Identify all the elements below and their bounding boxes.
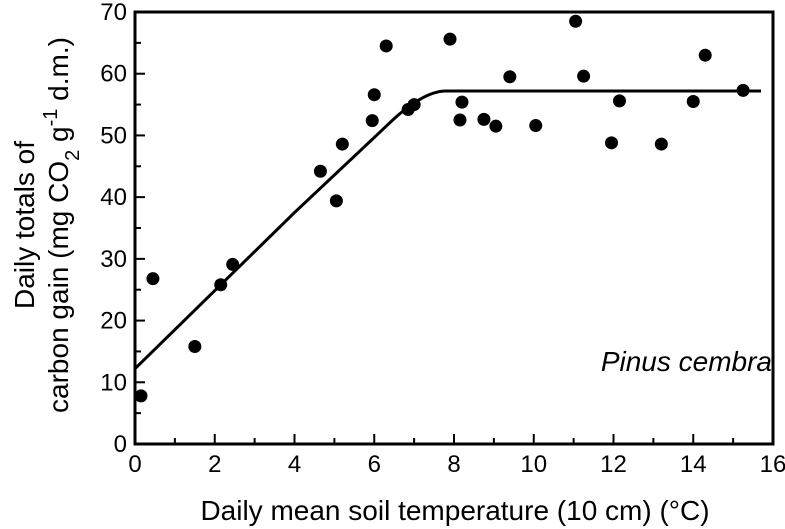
data-point (453, 113, 467, 127)
y-axis-title-part2: g (43, 126, 74, 149)
x-axis-title: Daily mean soil temperature (10 cm) (°C) (200, 495, 709, 526)
data-point (736, 83, 750, 97)
data-point (455, 95, 469, 109)
data-point (569, 14, 583, 28)
data-point (686, 94, 700, 108)
y-tick-label: 30 (100, 246, 127, 273)
data-point (134, 389, 148, 403)
x-tick-label: 10 (520, 451, 547, 478)
data-point (313, 164, 327, 178)
x-tick-label: 8 (447, 451, 460, 478)
data-point (654, 137, 668, 151)
y-axis-title-sup: -1 (40, 109, 62, 127)
x-axis-ticks: 0 2 4 6 8 10 12 14 16 (128, 434, 785, 478)
data-point (214, 278, 228, 292)
fit-curve (133, 89, 762, 370)
plot-border (133, 10, 775, 446)
y-axis-title-line2: carbon gain (mg CO2 g-1 d.m.) (40, 37, 84, 413)
data-point (329, 194, 343, 208)
data-point (612, 94, 626, 108)
data-point (477, 112, 491, 126)
data-point (443, 32, 457, 46)
y-axis-title: Daily totals of carbon gain (mg CO2 g-1 … (9, 37, 84, 413)
x-tick-label: 6 (368, 451, 381, 478)
x-tick-label: 16 (760, 451, 785, 478)
data-point (503, 70, 517, 84)
y-tick-label: 70 (100, 0, 127, 26)
data-point (335, 137, 349, 151)
y-tick-label: 0 (114, 431, 127, 458)
x-tick-label: 2 (208, 451, 221, 478)
x-tick-label: 12 (600, 451, 627, 478)
y-tick-label: 60 (100, 61, 127, 88)
species-annotation: Pinus cembra (601, 346, 772, 377)
y-axis-title-sub: 2 (62, 150, 84, 161)
y-tick-label: 10 (100, 369, 127, 396)
y-tick-label: 50 (100, 122, 127, 149)
plot-frame (133, 10, 775, 446)
data-point (365, 114, 379, 128)
y-axis-ticks: 0 10 20 30 40 50 60 70 (100, 0, 145, 458)
data-point (367, 88, 381, 102)
data-point (146, 272, 160, 286)
data-point (407, 98, 421, 112)
y-tick-label: 40 (100, 184, 127, 211)
x-tick-label: 4 (288, 451, 301, 478)
y-axis-title-line1: Daily totals of (9, 141, 40, 309)
data-point (379, 39, 393, 53)
data-point (577, 69, 591, 83)
y-axis-title-part1: carbon gain (mg CO (43, 161, 74, 413)
data-points (134, 14, 750, 403)
x-tick-label: 0 (128, 451, 141, 478)
data-point (529, 119, 543, 133)
fit-curve-group (133, 89, 762, 370)
x-tick-label: 14 (680, 451, 707, 478)
data-point (226, 257, 240, 271)
y-tick-label: 20 (100, 308, 127, 335)
data-point (605, 136, 619, 150)
data-point (489, 119, 503, 133)
data-point (698, 48, 712, 62)
y-axis-title-part3: d.m.) (43, 37, 74, 109)
data-point (188, 339, 202, 353)
